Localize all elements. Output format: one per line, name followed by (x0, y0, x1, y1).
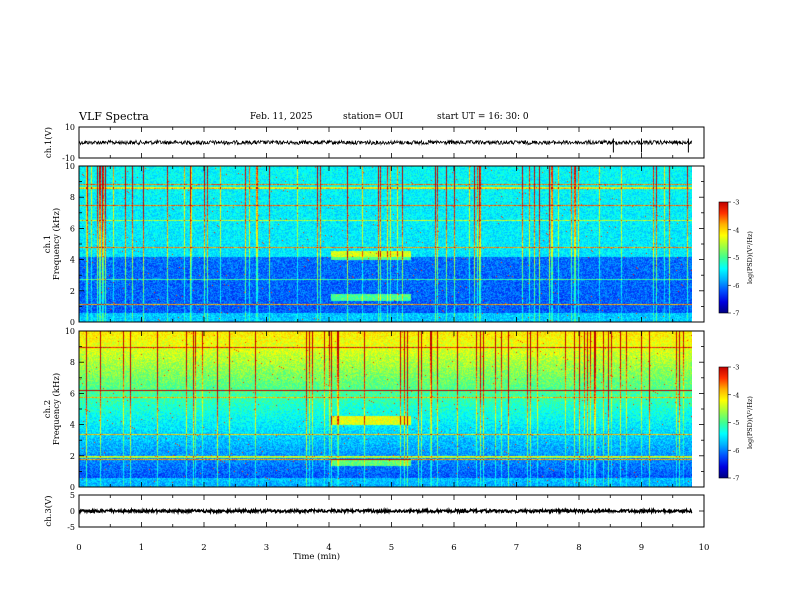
y-axis-label: Frequency (kHz) (51, 373, 62, 445)
colorbar-tick-label: -3 (733, 364, 739, 372)
y-tick-label: 8 (70, 193, 75, 202)
ch1-waveform-line (78, 138, 693, 146)
start-time-label: start UT = 16: 30: 0 (437, 112, 529, 122)
y-tick-label: 0 (70, 483, 75, 492)
colorbar-tick-label: -4 (733, 226, 739, 234)
x-axis-label: Time (min) (293, 551, 340, 562)
x-tick-label: 3 (264, 543, 269, 553)
y-tick-label: 6 (70, 224, 75, 233)
y-tick-label: 4 (70, 421, 75, 430)
x-tick-label: 9 (639, 543, 644, 553)
y-tick-label: 2 (70, 452, 75, 461)
y-axis-label: ch.3(V) (43, 495, 54, 526)
y-tick-label: 8 (70, 358, 75, 367)
x-tick-label: 10 (699, 543, 710, 553)
colorbar (718, 366, 729, 479)
x-tick-label: 7 (514, 543, 519, 553)
x-tick-label: 0 (76, 543, 81, 553)
x-tick-label: 2 (201, 543, 206, 553)
x-tick-label: 4 (326, 543, 331, 553)
colorbar-label: log(PSD)(V²/Hz) (746, 396, 754, 449)
y-tick-label: 10 (65, 327, 75, 336)
colorbar-tick-label: -5 (733, 419, 739, 427)
x-tick-label: 6 (451, 543, 456, 553)
y-tick-label: 6 (70, 389, 75, 398)
colorbar-tick-label: -6 (733, 447, 739, 455)
y-tick-label: 0 (70, 318, 75, 327)
colorbar-tick-label: -4 (733, 391, 739, 399)
y-tick-label: -5 (67, 523, 75, 532)
colorbar-label: log(PSD)(V²/Hz) (746, 231, 754, 284)
colorbar-tick-label: -5 (733, 254, 739, 262)
y-axis-label: ch.1(V) (43, 127, 54, 158)
x-tick-label: 8 (576, 543, 581, 553)
y-tick-label: 5 (70, 491, 75, 500)
colorbar-tick-label: -6 (733, 282, 739, 290)
y-tick-label: -10 (62, 154, 75, 163)
y-axis-label: Frequency (kHz) (51, 208, 62, 280)
y-tick-label: 10 (65, 162, 75, 171)
colorbar-tick-label: -7 (733, 310, 739, 318)
y-tick-label: 10 (65, 123, 75, 132)
date-label: Feb. 11, 2025 (250, 112, 313, 122)
ch1-spectrogram-image (79, 166, 692, 322)
ch2-spectrogram-image (79, 331, 692, 487)
y-tick-label: 0 (70, 507, 75, 516)
y-axis-label: ch.2 (43, 400, 53, 418)
figure-title: VLF Spectra (79, 110, 149, 123)
station-label: station= OUI (343, 112, 404, 122)
x-tick-label: 1 (139, 543, 144, 553)
y-tick-label: 2 (70, 287, 75, 296)
colorbar-tick-label: -3 (733, 199, 739, 207)
colorbar (718, 201, 729, 314)
y-tick-label: 4 (70, 256, 75, 265)
x-tick-label: 5 (389, 543, 394, 553)
y-axis-label: ch.1 (43, 235, 53, 253)
colorbar-tick-label: -7 (733, 475, 739, 483)
ch3-waveform-line (78, 506, 693, 516)
